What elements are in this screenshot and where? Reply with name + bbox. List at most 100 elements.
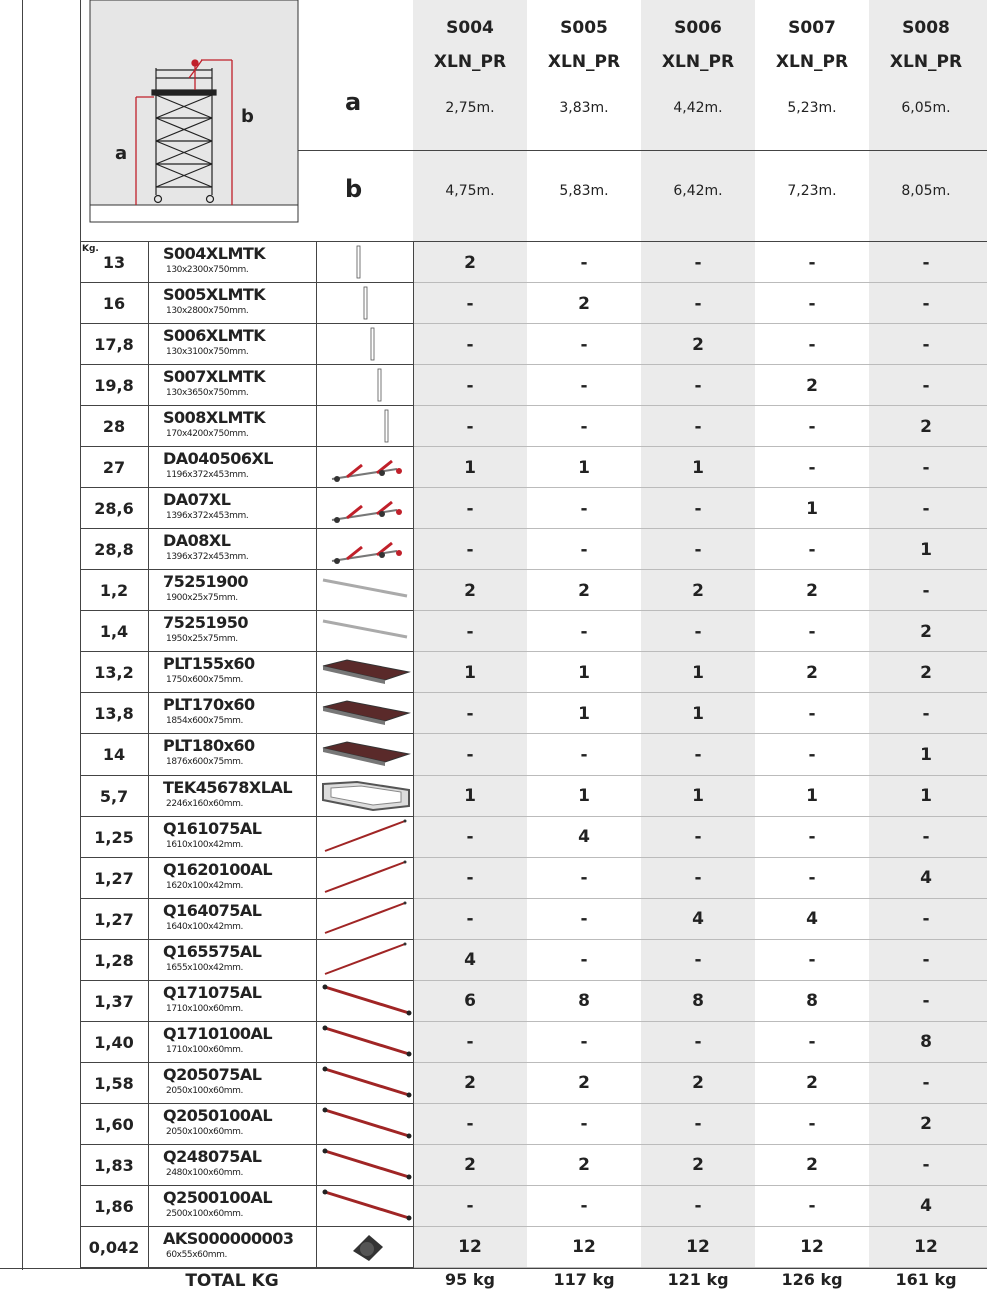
row-rule [80, 979, 413, 981]
quantity: 1 [920, 786, 932, 807]
kg-cell: 1,27 [94, 868, 134, 888]
row-rule [80, 323, 413, 325]
kg-cell: 1,2 [99, 581, 129, 601]
quantity: - [580, 1196, 588, 1217]
code: 75251950 [163, 613, 249, 633]
code: Q161075AL [163, 818, 262, 838]
row-rule [80, 651, 413, 653]
quantity: 2 [920, 416, 932, 437]
dims: 1610x100x42mm. [166, 839, 243, 850]
kg-cell: 0,042 [88, 1237, 140, 1257]
code: DA07XL [163, 490, 231, 510]
row-rule [80, 446, 413, 448]
quantity: 2 [464, 252, 476, 273]
b-value: 8,05m. [901, 183, 951, 199]
quantity: 2 [806, 375, 818, 396]
code: Q2050100AL [163, 1105, 273, 1125]
quantity: 4 [806, 909, 818, 930]
quantity: 2 [578, 580, 590, 601]
kg-cell: 1,4 [99, 622, 129, 642]
quantity: - [922, 991, 930, 1012]
dims: 2246x160x60mm. [166, 798, 243, 809]
quantity: - [808, 457, 816, 478]
quantity: - [466, 498, 474, 519]
quantity: - [580, 950, 588, 971]
b-value: 4,75m. [445, 183, 495, 199]
quantity: 2 [464, 1155, 476, 1176]
model-code: XLN_PR [433, 52, 507, 72]
code: PLT155x60 [163, 654, 255, 674]
quantity: - [694, 498, 702, 519]
scaffold-diagram [89, 0, 299, 223]
quantity: - [580, 498, 588, 519]
row-rule [413, 446, 987, 448]
row-rule [413, 815, 987, 817]
quantity: - [694, 744, 702, 765]
quantity: - [694, 416, 702, 437]
quantity: - [922, 334, 930, 355]
total-value: 95 kg [445, 1270, 495, 1289]
row-rule [413, 1267, 987, 1268]
quantity: - [922, 375, 930, 396]
header-rule [80, 241, 987, 242]
quantity: - [808, 1114, 816, 1135]
model-code: S007 [788, 18, 836, 38]
quantity: 1 [692, 786, 704, 807]
dims: 1620x100x42mm. [166, 880, 243, 891]
quantity: - [922, 498, 930, 519]
row-rule [80, 938, 413, 940]
quantity: - [466, 1196, 474, 1217]
b-value: 5,83m. [559, 183, 609, 199]
a-value: 6,05m. [901, 100, 951, 116]
vrule [316, 242, 317, 1268]
quantity: - [694, 950, 702, 971]
quantity: 8 [692, 991, 704, 1012]
quantity: 2 [578, 293, 590, 314]
kg-cell: 14 [102, 745, 126, 765]
total-value: 117 kg [553, 1270, 615, 1289]
bottom-rule [0, 1268, 987, 1269]
part-image [363, 286, 368, 320]
code: Q164075AL [163, 900, 262, 920]
diagram-b: b [241, 106, 254, 127]
a-value: 2,75m. [445, 100, 495, 116]
model-code: S005 [560, 18, 608, 38]
vrule [413, 242, 414, 1268]
quantity: 2 [806, 662, 818, 683]
quantity: - [808, 868, 816, 889]
dims: 1396x372x453mm. [166, 552, 249, 563]
quantity: 2 [692, 334, 704, 355]
row-rule [413, 733, 987, 735]
code: S006XLMTK [163, 326, 266, 346]
quantity: 8 [806, 991, 818, 1012]
code: PLT180x60 [163, 736, 255, 756]
left-rule [22, 0, 23, 1270]
code: Q165575AL [163, 941, 262, 961]
quantity: 1 [464, 457, 476, 478]
model-code: S008 [902, 18, 950, 38]
vrule [148, 242, 149, 1268]
model-code: XLN_PR [547, 52, 621, 72]
row-rule [413, 1102, 987, 1104]
kg-label: Kg. [82, 244, 99, 254]
quantity: - [922, 1073, 930, 1094]
dims: 2050x100x60mm. [166, 1126, 243, 1137]
row-rule [413, 856, 987, 858]
quantity: 12 [800, 1237, 824, 1258]
kg-cell: 13,2 [94, 663, 134, 683]
kg-cell: 13,8 [94, 704, 134, 724]
quantity: - [580, 252, 588, 273]
quantity: - [466, 539, 474, 560]
kg-cell: 1,86 [94, 1196, 134, 1216]
quantity: - [466, 1114, 474, 1135]
quantity: 1 [806, 786, 818, 807]
row-rule [413, 487, 987, 489]
quantity: - [694, 827, 702, 848]
quantity: 1 [578, 703, 590, 724]
row-rule [80, 528, 413, 530]
part-image [322, 1107, 412, 1139]
table-left-rule [80, 0, 81, 1268]
kg-cell: 1,25 [94, 827, 134, 847]
quantity: - [466, 1032, 474, 1053]
